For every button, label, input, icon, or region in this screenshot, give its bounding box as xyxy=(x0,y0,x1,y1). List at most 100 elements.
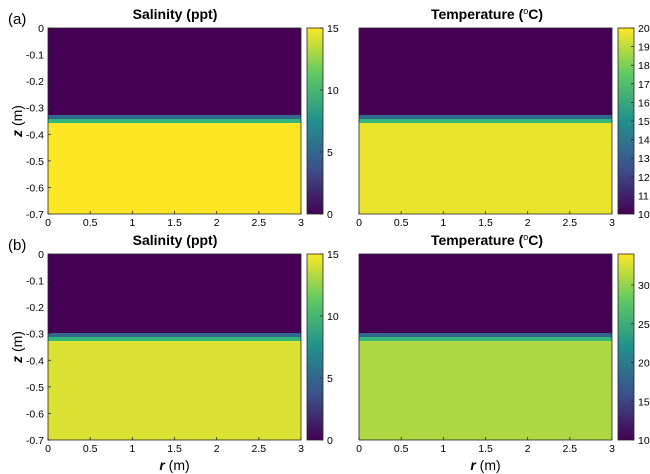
lower-layer xyxy=(48,341,301,440)
x-tick-label: 0.5 xyxy=(394,217,409,229)
x-tick-label: 3 xyxy=(609,217,615,229)
y-axis-label: z (m) xyxy=(9,331,25,364)
colorbar-tick-label: 20 xyxy=(638,23,650,35)
colorbar-tick-label: 19 xyxy=(638,42,650,54)
upper-layer xyxy=(48,254,301,340)
x-tick-label: 2 xyxy=(525,217,531,229)
x-tick-label: 2 xyxy=(214,217,220,229)
x-tick-label: 1.5 xyxy=(478,443,493,455)
y-tick-label: -0.5 xyxy=(26,382,44,394)
x-tick-label: 3 xyxy=(298,217,304,229)
colorbar-tick-label: 11 xyxy=(638,190,649,202)
colorbar-tick-label: 10 xyxy=(638,435,650,447)
panel-title: Temperature (oC) xyxy=(431,6,543,22)
colorbar-tick-label: 0 xyxy=(327,209,333,221)
y-tick-label: -0.6 xyxy=(26,182,44,194)
x-axis-label-unit: (m) xyxy=(476,457,501,473)
interface-band-1 xyxy=(48,333,301,338)
x-tick-label: 1 xyxy=(129,443,135,455)
panel-2: 0 0.5 1 1.5 2 2.5 3 10 11 12 13 14 15 16 17 18 19 20 Tempe… xyxy=(356,6,650,229)
y-axis-label: z (m) xyxy=(9,105,25,138)
x-axis-label-var: r xyxy=(470,457,477,473)
interface-band-1 xyxy=(359,115,612,119)
colorbar-tick-label: 5 xyxy=(327,373,333,385)
title-superscript: o xyxy=(523,6,528,16)
y-tick-label: -0.2 xyxy=(26,302,44,314)
x-tick-label: 1 xyxy=(440,443,446,455)
colorbar-tick-label: 10 xyxy=(327,311,339,323)
interface-band-1 xyxy=(359,333,612,338)
panel-label: (b) xyxy=(8,237,26,254)
colorbar-tick-label: 15 xyxy=(638,396,650,408)
x-axis-label: r (m) xyxy=(470,457,500,473)
x-tick-label: 2.5 xyxy=(563,443,578,455)
y-tick-label: -0.7 xyxy=(26,209,44,221)
interface-band-2 xyxy=(48,119,301,123)
y-tick-label: -0.3 xyxy=(26,329,44,341)
title-text-end: C) xyxy=(528,6,543,22)
colorbar-tick-label: 15 xyxy=(327,23,339,35)
x-tick-label: 2.5 xyxy=(252,217,267,229)
x-tick-label: 1.5 xyxy=(167,217,182,229)
x-tick-label: 2.5 xyxy=(563,217,578,229)
y-axis-label-unit: (m) xyxy=(9,105,25,130)
x-tick-label: 2.5 xyxy=(252,443,267,455)
colorbar-tick-label: 20 xyxy=(638,358,650,370)
x-tick-label: 1.5 xyxy=(478,217,493,229)
lower-layer xyxy=(48,123,301,214)
title-text: Salinity (ppt) xyxy=(133,232,218,248)
colorbar xyxy=(306,253,324,441)
interface-band-1 xyxy=(48,115,301,119)
colorbar-tick-label: 15 xyxy=(638,116,650,128)
y-tick-label: -0.1 xyxy=(26,50,44,62)
colorbar-tick-label: 30 xyxy=(638,280,650,292)
y-axis-label-unit: (m) xyxy=(9,331,25,356)
title-text: Salinity (ppt) xyxy=(133,6,218,22)
y-tick-label: -0.3 xyxy=(26,103,44,115)
y-tick-label: -0.6 xyxy=(26,408,44,420)
title-superscript: o xyxy=(523,232,528,242)
title-text-end: C) xyxy=(528,232,543,248)
y-tick-label: -0.7 xyxy=(26,435,44,447)
x-axis-label-unit: (m) xyxy=(165,457,190,473)
interface-band-2 xyxy=(48,337,301,342)
x-tick-label: 0.5 xyxy=(394,443,409,455)
lower-layer xyxy=(359,341,612,440)
lower-layer xyxy=(359,123,612,214)
upper-layer xyxy=(359,28,612,121)
colorbar-tick-label: 25 xyxy=(638,319,650,331)
panel-3: 0 0.5 1 1.5 2 2.5 3 0 -0.1 -0.2 -0.3 -0.4 -0.5 -0.6 -0… xyxy=(8,232,339,473)
y-tick-label: -0.1 xyxy=(26,276,44,288)
colorbar-tick-label: 17 xyxy=(638,79,650,91)
x-tick-label: 0.5 xyxy=(83,443,98,455)
panel-title: Temperature (oC) xyxy=(431,232,543,248)
title-text: Temperature ( xyxy=(431,6,524,22)
colorbar-tick-label: 13 xyxy=(638,153,650,165)
title-text: Temperature ( xyxy=(431,232,524,248)
upper-layer xyxy=(48,28,301,121)
x-tick-label: 2 xyxy=(525,443,531,455)
colorbar-tick-label: 10 xyxy=(327,85,339,97)
colorbar-tick-label: 10 xyxy=(638,209,650,221)
colorbar-tick-label: 0 xyxy=(327,435,333,447)
colorbar-tick-label: 12 xyxy=(638,172,650,184)
x-axis-label-var: r xyxy=(159,457,166,473)
colorbar-tick-label: 14 xyxy=(638,135,650,147)
y-tick-label: -0.4 xyxy=(26,355,44,367)
x-axis-label: r (m) xyxy=(159,457,189,473)
panel-title: Salinity (ppt) xyxy=(133,6,218,22)
colorbar-tick-label: 18 xyxy=(638,60,650,72)
x-tick-label: 0 xyxy=(356,443,362,455)
panel-label: (a) xyxy=(8,11,26,28)
x-tick-label: 3 xyxy=(609,443,615,455)
x-tick-label: 1 xyxy=(129,217,135,229)
panel-title: Salinity (ppt) xyxy=(133,232,218,248)
y-axis-label-var: z xyxy=(9,130,25,138)
panel-4: 0 0.5 1 1.5 2 2.5 3 10 15 20 25 30 Temperature (oC) r… xyxy=(356,232,650,473)
interface-band-2 xyxy=(359,119,612,123)
y-tick-label: -0.5 xyxy=(26,156,44,168)
x-tick-label: 0 xyxy=(356,217,362,229)
panel-1: 0 0.5 1 1.5 2 2.5 3 0 -0.1 -0.2 -0.3 -0.4 -0.5 -0.6 -0… xyxy=(8,6,339,229)
y-tick-label: 0 xyxy=(38,23,44,35)
